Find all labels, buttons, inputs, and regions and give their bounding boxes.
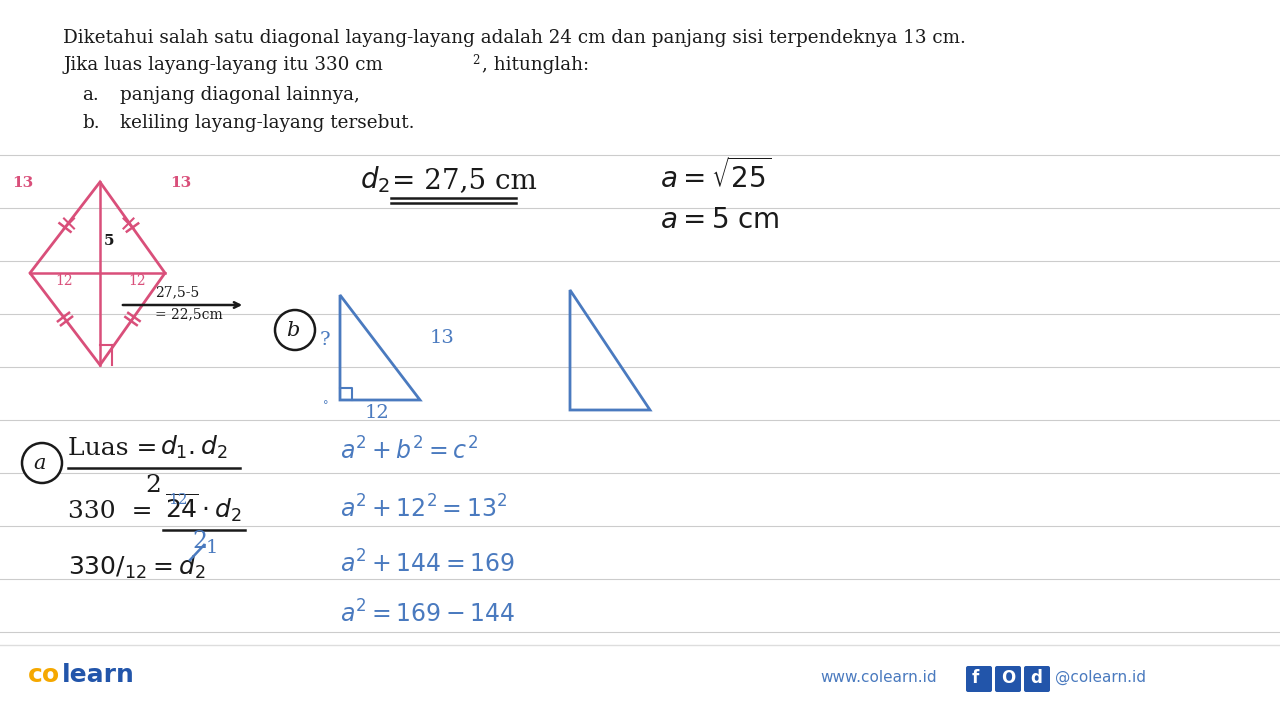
Text: 2: 2 bbox=[145, 474, 161, 497]
Text: $d_1 . d_2$: $d_1 . d_2$ bbox=[160, 434, 228, 462]
Text: 2: 2 bbox=[192, 530, 207, 553]
Text: b.: b. bbox=[82, 114, 100, 132]
Text: O: O bbox=[1001, 669, 1015, 687]
Text: 13: 13 bbox=[170, 176, 191, 190]
Text: $a^2+b^2=c^2$: $a^2+b^2=c^2$ bbox=[340, 438, 477, 465]
Text: Luas =: Luas = bbox=[68, 437, 165, 460]
Text: a.: a. bbox=[82, 86, 99, 104]
Text: b: b bbox=[285, 321, 300, 340]
Text: $\overline{24} \cdot d_2$: $\overline{24} \cdot d_2$ bbox=[165, 492, 242, 524]
Text: co: co bbox=[28, 663, 60, 687]
Text: Diketahui salah satu diagonal layang-layang adalah 24 cm dan panjang sisi terpen: Diketahui salah satu diagonal layang-lay… bbox=[63, 29, 966, 47]
Text: www.colearn.id: www.colearn.id bbox=[820, 670, 937, 685]
Text: 12: 12 bbox=[55, 274, 73, 288]
Text: 13: 13 bbox=[12, 176, 33, 190]
Text: $a^2 = 169 - 144$: $a^2 = 169 - 144$ bbox=[340, 600, 516, 628]
Text: $330/_{12}$: $330/_{12}$ bbox=[68, 555, 147, 581]
Text: 2: 2 bbox=[472, 54, 480, 67]
Text: 12: 12 bbox=[365, 404, 389, 422]
Text: 5: 5 bbox=[104, 234, 114, 248]
Text: $a = \sqrt{25}$: $a = \sqrt{25}$ bbox=[660, 158, 772, 194]
Text: 330  =: 330 = bbox=[68, 500, 169, 523]
Text: learn: learn bbox=[61, 663, 134, 687]
Circle shape bbox=[275, 310, 315, 350]
FancyBboxPatch shape bbox=[966, 666, 992, 692]
Text: @colearn.id: @colearn.id bbox=[1055, 670, 1146, 685]
Text: $a^2 + 12^2 = 13^2$: $a^2 + 12^2 = 13^2$ bbox=[340, 496, 508, 523]
FancyBboxPatch shape bbox=[995, 666, 1021, 692]
Text: d: d bbox=[1030, 669, 1042, 687]
Text: panjang diagonal lainnya,: panjang diagonal lainnya, bbox=[120, 86, 360, 104]
Text: ?: ? bbox=[320, 331, 330, 349]
Text: $d_2$: $d_2$ bbox=[360, 164, 390, 195]
Text: $a = 5$ cm: $a = 5$ cm bbox=[660, 206, 780, 234]
Text: $= d_2$: $= d_2$ bbox=[148, 554, 206, 581]
Text: f: f bbox=[972, 669, 979, 687]
Text: 1: 1 bbox=[206, 539, 219, 557]
Text: 12: 12 bbox=[128, 274, 146, 288]
Text: = 22,5cm: = 22,5cm bbox=[155, 307, 223, 321]
Circle shape bbox=[22, 443, 61, 483]
Text: $a^2 + 144 = 169$: $a^2 + 144 = 169$ bbox=[340, 551, 516, 578]
Text: 27,5-5: 27,5-5 bbox=[155, 285, 200, 299]
Text: 13: 13 bbox=[430, 329, 454, 347]
Text: °: ° bbox=[323, 400, 329, 410]
Text: a: a bbox=[33, 454, 46, 473]
Text: = 27,5 cm: = 27,5 cm bbox=[392, 167, 536, 194]
Text: 12: 12 bbox=[168, 493, 187, 507]
Text: , hitunglah:: , hitunglah: bbox=[481, 56, 589, 74]
Text: Jika luas layang-layang itu 330 cm: Jika luas layang-layang itu 330 cm bbox=[63, 56, 383, 74]
Text: keliling layang-layang tersebut.: keliling layang-layang tersebut. bbox=[120, 114, 415, 132]
FancyBboxPatch shape bbox=[1024, 666, 1050, 692]
